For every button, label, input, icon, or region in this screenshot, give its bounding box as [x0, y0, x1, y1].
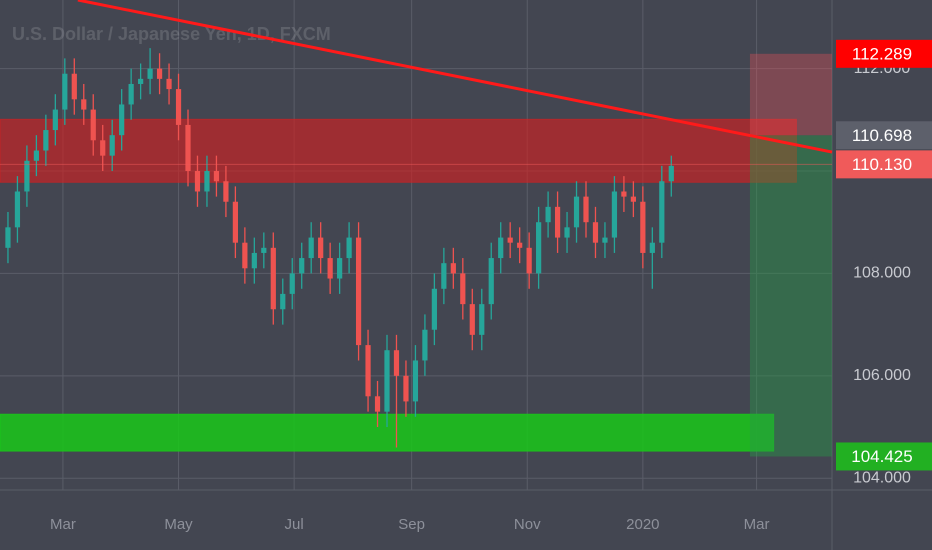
candle-body — [583, 196, 589, 223]
candle-body — [630, 196, 636, 202]
candle-body — [374, 396, 381, 412]
entry-label: 110.698 — [852, 126, 912, 145]
y-tick-label: 106.000 — [853, 367, 911, 384]
y-tick-label: 104.000 — [853, 469, 911, 486]
candle-body — [289, 273, 295, 294]
last-price-label: 110.130 — [852, 155, 912, 174]
candle-body — [412, 360, 419, 402]
candle-body — [308, 237, 314, 259]
candle-body — [33, 150, 39, 161]
candle-body — [337, 258, 343, 279]
candle-body — [71, 73, 77, 100]
stop-label-bg — [836, 39, 932, 68]
candle-body — [270, 247, 276, 310]
x-tick-label: 2020 — [626, 516, 659, 533]
candle-body — [223, 181, 229, 202]
candle-body — [109, 135, 115, 156]
candle-body — [156, 68, 163, 79]
x-tick-label: Mar — [744, 516, 770, 533]
candle-body — [43, 130, 49, 151]
candle-body — [526, 247, 532, 274]
stop-zone — [749, 53, 832, 136]
candle-body — [251, 252, 257, 269]
zone — [0, 118, 797, 183]
candle-body — [649, 242, 655, 253]
target-zone — [749, 135, 832, 457]
candle-body — [185, 124, 191, 172]
candle-body — [194, 171, 201, 192]
candle-body — [327, 258, 333, 279]
candle-body — [450, 263, 456, 274]
candle-body — [242, 242, 248, 269]
x-tick-label: Mar — [50, 516, 76, 533]
y-tick-label: 108.000 — [853, 265, 911, 282]
candle-body — [536, 222, 542, 274]
chart-title: U.S. Dollar / Japanese Yen, 1D, FXCM — [12, 24, 331, 44]
x-tick-label: Sep — [398, 516, 425, 533]
candle-body — [299, 258, 305, 274]
candle-body — [592, 222, 599, 243]
candle-body — [422, 329, 428, 361]
candle-body — [659, 181, 665, 243]
x-tick-label: May — [164, 516, 193, 533]
candle-body — [81, 99, 87, 110]
candle-body — [469, 304, 475, 335]
candle-body — [441, 263, 447, 289]
candle-body — [119, 104, 125, 136]
candle-body — [128, 83, 134, 105]
candle-body — [365, 345, 371, 397]
candle-body — [507, 237, 513, 243]
candle-body — [100, 140, 106, 156]
candle-body — [564, 227, 570, 238]
stop-label: 112.289 — [852, 44, 912, 63]
candle-body — [138, 78, 144, 84]
candle-body — [52, 109, 58, 131]
candle-body — [24, 160, 30, 192]
candle-body — [14, 191, 21, 228]
candle-body — [62, 73, 68, 110]
candle-body — [261, 247, 267, 253]
candle-body — [573, 196, 580, 228]
candle-body — [90, 109, 96, 141]
trendline — [77, 0, 833, 154]
candle-body — [232, 201, 238, 243]
target-label: 104.425 — [851, 447, 912, 466]
candle-body — [479, 304, 485, 335]
candle-body — [611, 191, 618, 238]
candle-body — [640, 201, 646, 253]
candle-body — [668, 165, 674, 182]
candle-body — [460, 273, 466, 305]
candle-body — [431, 288, 437, 330]
candle-body — [213, 171, 220, 182]
candle-body — [318, 237, 324, 259]
candle-body — [166, 78, 172, 90]
candle-body — [175, 89, 182, 125]
target-label-bg — [836, 442, 932, 471]
candle-body — [545, 206, 551, 223]
x-tick-label: Nov — [514, 516, 541, 533]
candle-body — [147, 68, 153, 79]
candle-body — [280, 293, 286, 310]
candle-body — [498, 237, 504, 259]
candle-body — [384, 350, 390, 412]
entry-label-bg — [836, 121, 932, 150]
candle-body — [403, 375, 409, 402]
x-tick-label: Jul — [285, 516, 304, 533]
candle-body — [355, 237, 362, 346]
candle-body — [602, 237, 608, 243]
candle-body — [488, 258, 494, 305]
candle-body — [346, 237, 352, 259]
candle-body — [393, 350, 400, 376]
candle-body — [517, 242, 523, 248]
candle-body — [621, 191, 627, 197]
last-price-label-bg — [836, 150, 932, 179]
candle-body — [204, 171, 210, 192]
candle-body — [5, 227, 11, 248]
candle-body — [554, 206, 561, 238]
